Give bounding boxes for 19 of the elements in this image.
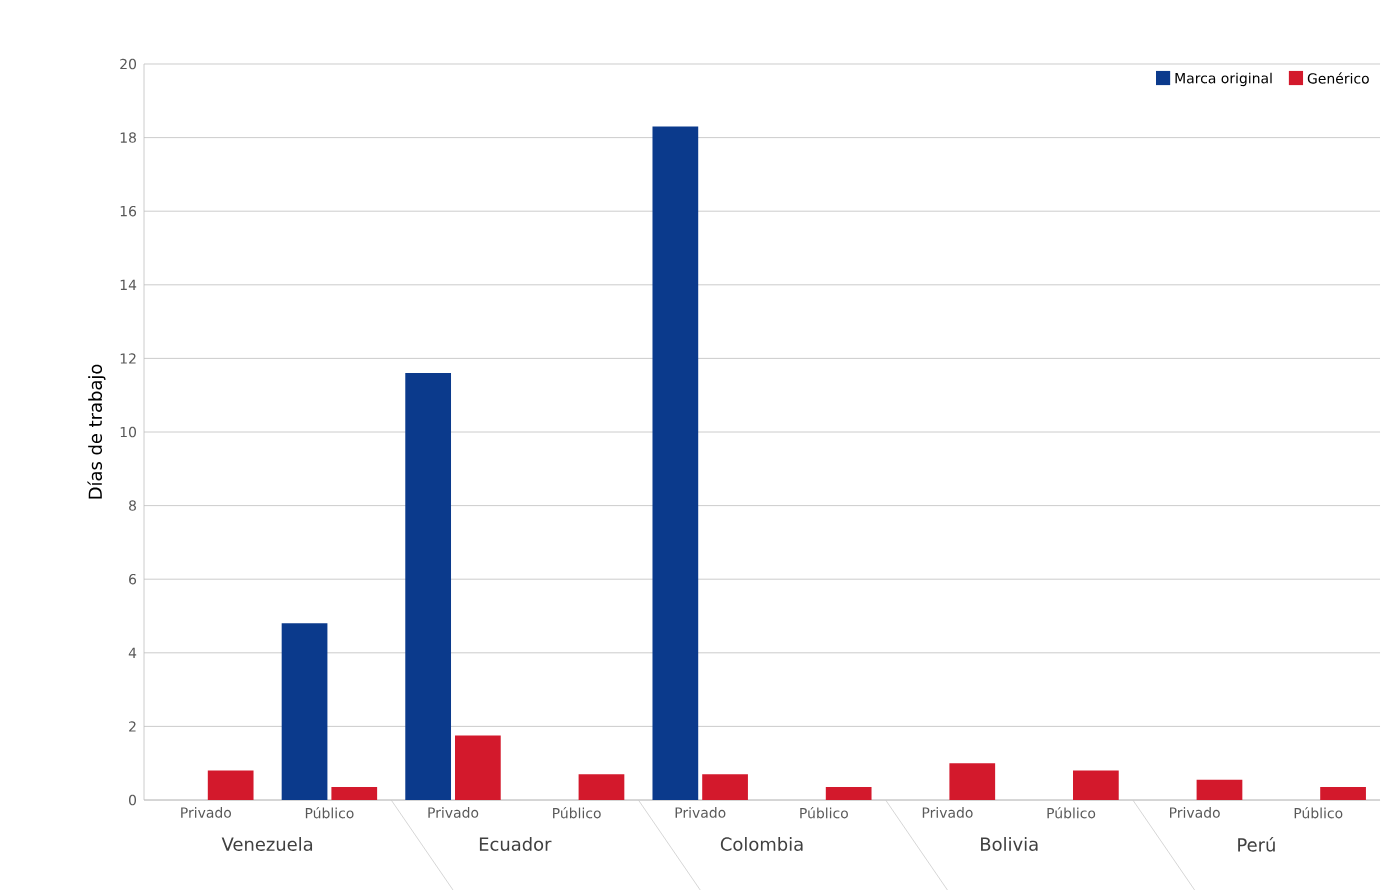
bar [331,787,378,800]
text: Colombia [720,837,803,851]
bar [949,763,996,800]
bar [281,623,328,800]
y-axis-title: Días de trabajo [87,364,106,499]
bar [1320,787,1366,800]
bar [652,126,699,800]
bar [207,770,254,800]
text: Perú [1238,837,1275,852]
bar [405,373,452,800]
text: Ecuador [479,837,552,851]
bar [455,735,501,800]
text: Bolivia [981,837,1038,851]
bar [578,774,625,800]
bar [1073,770,1119,800]
bar [825,787,872,800]
text: Venezuela [221,837,313,851]
bar [702,774,748,800]
bar [1196,779,1243,800]
